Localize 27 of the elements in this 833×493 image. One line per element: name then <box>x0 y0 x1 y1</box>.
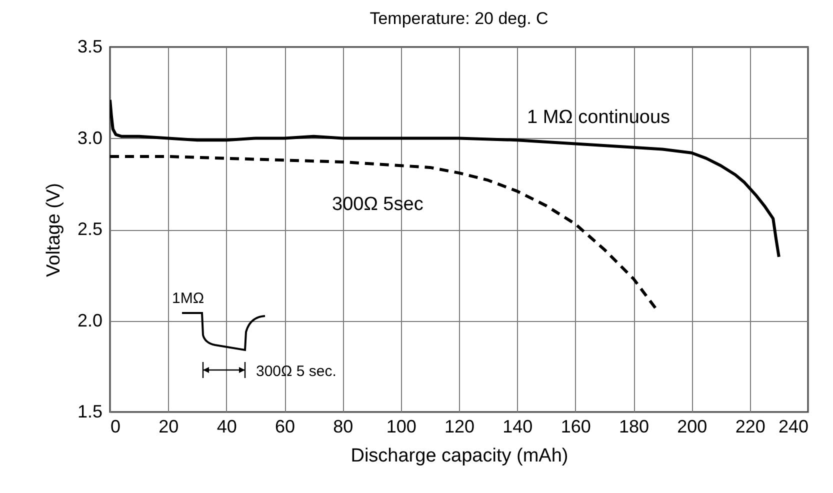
x-tick-label: 220 <box>735 416 766 436</box>
annotation: 1MΩ <box>172 290 204 307</box>
y-tick-label: 2.0 <box>77 310 102 330</box>
y-tick-label: 2.5 <box>77 219 102 239</box>
x-tick-label: 240 <box>778 416 808 436</box>
x-tick-label: 60 <box>274 416 296 436</box>
series-label: 300Ω 5sec <box>332 194 424 215</box>
y-tick-label: 3.5 <box>77 36 102 56</box>
x-tick-label: 140 <box>502 416 533 436</box>
line-series <box>110 155 658 312</box>
line-series <box>110 98 780 258</box>
x-tick-label: 200 <box>677 416 708 436</box>
y-tick-label: 1.5 <box>77 402 102 422</box>
chart-title: Temperature: 20 deg. C <box>370 9 548 28</box>
series-label: 1 MΩ continuous <box>527 107 670 128</box>
x-tick-label: 120 <box>444 416 475 436</box>
x-tick-label: 160 <box>560 416 591 436</box>
x-tick-label: 0 <box>110 416 121 436</box>
x-axis-title: Discharge capacity (mAh) <box>350 446 568 466</box>
annotation: 300Ω 5 sec. <box>256 363 336 380</box>
x-tick-label: 80 <box>333 416 354 436</box>
x-tick-label: 180 <box>618 416 650 436</box>
x-tick-label: 20 <box>158 416 179 436</box>
x-tick-label: 40 <box>216 416 237 436</box>
x-tick-label: 100 <box>386 416 416 436</box>
y-axis-title: Voltage (V) <box>43 183 64 277</box>
y-tick-label: 3.0 <box>77 128 102 148</box>
